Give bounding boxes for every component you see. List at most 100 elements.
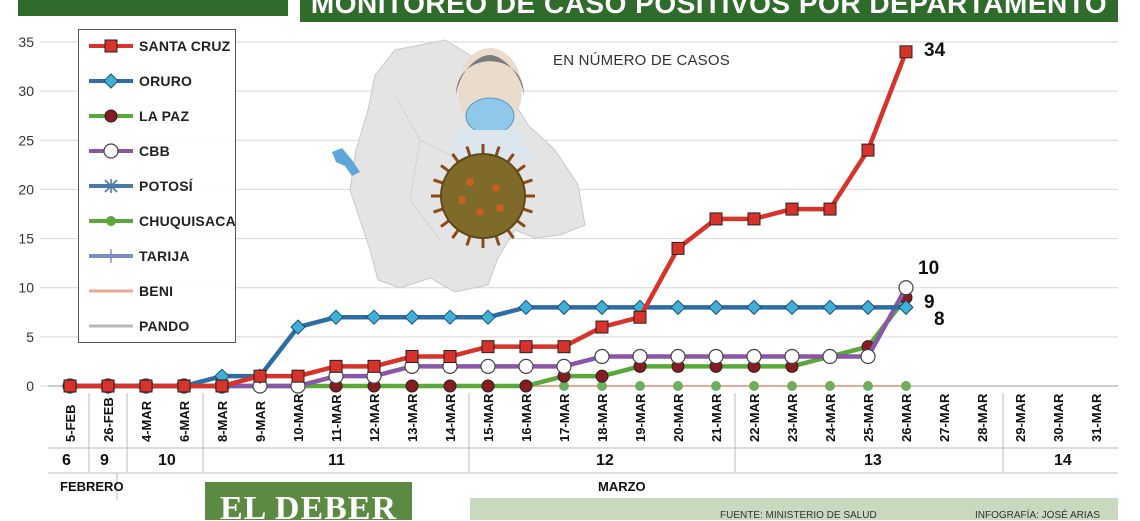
series-marker: [556, 358, 572, 374]
series-marker: [404, 309, 420, 325]
axis-separators: [48, 393, 1118, 500]
legend-swatch: [89, 216, 133, 226]
end-label: 8: [934, 309, 945, 331]
legend-label: POTOSÍ: [139, 178, 193, 194]
virus-spot: [458, 196, 466, 204]
y-tick-label: 15: [18, 231, 34, 247]
series-marker: [787, 381, 797, 391]
legend-label: BENI: [139, 283, 174, 299]
end-label: 10: [918, 257, 940, 279]
legend-item: CHUQUISACA: [87, 211, 236, 231]
legend-swatch: [89, 73, 133, 89]
x-tick-label: 17-MAR: [557, 393, 572, 442]
y-tick-label: 10: [18, 280, 34, 296]
series-marker: [823, 202, 837, 216]
series-marker: [860, 299, 876, 316]
series-marker: [784, 348, 800, 365]
series-marker: [785, 202, 799, 216]
series-marker: [519, 340, 533, 354]
series-marker: [860, 348, 876, 365]
y-axis: 0 5 10 15 20 25 30 35: [18, 34, 34, 394]
end-label: 9: [924, 291, 935, 313]
x-tick-label: 28-MAR: [975, 393, 990, 442]
series-layer: [62, 45, 914, 394]
legend-label: LA PAZ: [139, 108, 190, 124]
legend-item: ORURO: [87, 71, 192, 91]
x-tick-label: 22-MAR: [747, 393, 762, 442]
series-marker: [863, 381, 873, 391]
y-tick-label: 5: [26, 329, 34, 345]
series-santa-cruz: [63, 45, 913, 393]
series-marker: [518, 358, 534, 374]
series-marker: [480, 309, 496, 325]
series-marker: [177, 379, 191, 393]
legend-item: SANTA CRUZ: [87, 36, 230, 56]
x-tick-label: 20-MAR: [671, 393, 686, 442]
month-label: FEBRERO: [60, 479, 124, 494]
series-marker: [595, 369, 609, 383]
legend-item: BENI: [87, 281, 173, 301]
series-marker: [443, 350, 457, 364]
series-marker: [443, 379, 457, 393]
y-tick-label: 35: [18, 34, 34, 50]
series-marker: [898, 299, 914, 316]
chart-subtitle: EN NÚMERO DE CASOS: [553, 52, 730, 69]
series-marker: [632, 348, 648, 365]
series-marker: [290, 319, 306, 335]
series-marker: [480, 358, 496, 374]
series-marker: [328, 309, 344, 325]
series-marker: [366, 309, 382, 325]
series-marker: [556, 299, 572, 316]
week-label: 12: [596, 452, 614, 469]
legend-swatch: [89, 289, 133, 293]
series-marker: [825, 381, 835, 391]
chart-title: MONITOREO DE CASO POSITIVOS POR DEPARTAM…: [310, 0, 1108, 19]
series-marker: [633, 310, 647, 324]
legend-swatch: [89, 109, 133, 123]
x-tick-label: 13-MAR: [405, 393, 420, 442]
y-tick-label: 25: [18, 132, 34, 148]
x-tick-label: 31-MAR: [1089, 393, 1104, 442]
week-label: 13: [864, 452, 882, 469]
x-tick-label: 30-MAR: [1051, 393, 1066, 442]
series-marker: [670, 348, 686, 365]
series-marker: [63, 379, 77, 393]
series-marker: [708, 299, 724, 316]
series-marker: [708, 348, 724, 365]
legend-swatch: [89, 249, 133, 263]
el-deber-logo: EL DEBER: [205, 482, 412, 520]
series-marker: [709, 212, 723, 226]
series-marker: [749, 381, 759, 391]
series-marker: [253, 369, 267, 383]
x-tick-label: 21-MAR: [709, 393, 724, 442]
legend-label: CBB: [139, 143, 170, 159]
virus-icon: [431, 144, 535, 248]
x-tick-label: 12-MAR: [367, 393, 382, 442]
series-marker: [405, 350, 419, 364]
legend-marker: [106, 216, 116, 226]
x-tick-label: 10-MAR: [291, 393, 306, 442]
series-marker: [367, 359, 381, 373]
x-tick-label: 26-FEB: [101, 397, 116, 442]
x-tick-label: 6-MAR: [177, 400, 192, 442]
source-note: FUENTE: MINISTERIO DE SALUD: [720, 510, 877, 521]
series-marker: [594, 348, 610, 365]
legend-item: PANDO: [87, 316, 190, 336]
legend-marker: [104, 39, 118, 53]
series-marker: [861, 143, 875, 157]
x-tick-label: 18-MAR: [595, 393, 610, 442]
series-marker: [559, 381, 569, 391]
series-marker: [746, 299, 762, 316]
x-tick-label: 15-MAR: [481, 393, 496, 442]
y-tick-label: 20: [18, 181, 34, 197]
virus-body: [440, 153, 526, 239]
virus-spot: [492, 184, 500, 192]
x-tick-label: 29-MAR: [1013, 393, 1028, 442]
series-marker: [519, 379, 533, 393]
series-marker: [746, 348, 762, 365]
y-tick-label: 30: [18, 83, 34, 99]
series-marker: [595, 320, 609, 334]
x-tick-label: 26-MAR: [899, 393, 914, 442]
series-marker: [747, 212, 761, 226]
x-tick-label: 9-MAR: [253, 400, 268, 442]
